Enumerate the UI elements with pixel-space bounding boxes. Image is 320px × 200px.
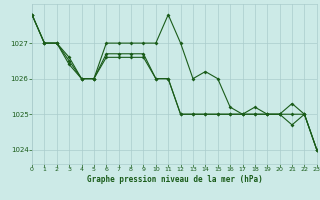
X-axis label: Graphe pression niveau de la mer (hPa): Graphe pression niveau de la mer (hPa) <box>86 175 262 184</box>
